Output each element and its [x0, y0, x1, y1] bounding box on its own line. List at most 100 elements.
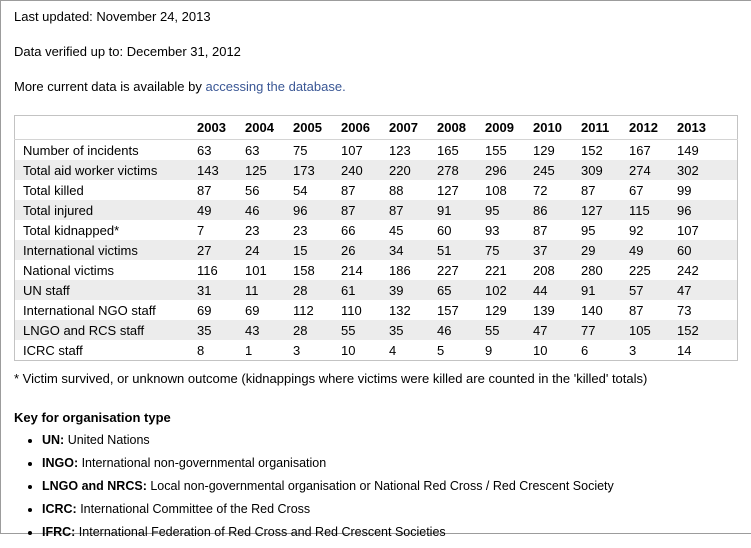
- key-list: UN: United Nations INGO: International no…: [14, 434, 739, 539]
- last-updated-text: Last updated: November 24, 2013: [14, 9, 211, 24]
- value-cell: 55: [341, 322, 356, 338]
- key-item: ICRC: International Committee of the Red…: [42, 503, 739, 516]
- value-cell: 23: [293, 222, 308, 238]
- table-header-row: 2003 2004 2005 2006 2007 2008 2009 2010 2011 2012…: [14, 115, 738, 140]
- value-cell: 152: [581, 142, 603, 158]
- table-row: Total killed 87 56 54 87 88 127 108 72 87 67 99: [15, 180, 738, 200]
- key-item: INGO: International non-governmental org…: [42, 457, 739, 470]
- value-cell: 47: [533, 322, 548, 338]
- value-cell: 96: [677, 202, 692, 218]
- row-label-cell: Total kidnapped*: [23, 222, 120, 238]
- table-row: International victims 27 24 15 26 34 51 75 37 29 4…: [14, 240, 738, 260]
- value-cell: 72: [533, 182, 548, 198]
- value-cell: 31: [197, 282, 212, 298]
- value-cell: 8: [197, 342, 205, 358]
- page-content: Last updated: November 24, 2013 Data ver…: [0, 0, 751, 534]
- value-cell: 46: [437, 322, 452, 338]
- value-cell: 35: [197, 322, 212, 338]
- value-cell: 7: [197, 222, 205, 238]
- value-cell: 125: [245, 162, 267, 178]
- value-cell: 6: [581, 342, 589, 358]
- value-cell: 15: [293, 242, 308, 258]
- table-row: Total injured 49 46 96 87 87 91 95 86 127 115 96: [14, 200, 738, 220]
- value-cell: 87: [629, 302, 644, 318]
- value-cell: 26: [341, 242, 356, 258]
- table-row: Total kidnapped* 7 23 23 66 45 60 93 87 95 92 107: [15, 220, 738, 240]
- more-data-prefix-text: More current data is available by: [14, 79, 206, 94]
- table-row: Total aid worker victims 143 125 173 240 220 2…: [14, 160, 738, 180]
- row-label-cell: Total aid worker victims: [23, 162, 158, 178]
- year-header-cell: 2013: [677, 115, 738, 140]
- value-cell: 86: [533, 202, 548, 218]
- verified-up-to-text: Data verified up to: December 31, 2012: [14, 44, 241, 59]
- value-cell: 1: [245, 342, 253, 358]
- row-label-cell: Total killed: [23, 182, 84, 198]
- value-cell: 302: [677, 162, 699, 178]
- value-cell: 127: [581, 202, 603, 218]
- value-cell: 208: [533, 262, 555, 278]
- year-header-cell: 2010: [533, 115, 581, 140]
- year-header-cell: 2007: [389, 115, 437, 140]
- table-row: LNGO and RCS staff 35 43 28 55 35 46 55 47 77 105 1…: [14, 320, 738, 340]
- value-cell: 152: [677, 322, 699, 338]
- value-cell: 27: [197, 242, 212, 258]
- value-cell: 29: [581, 242, 596, 258]
- key-term: ICRC:: [42, 502, 77, 516]
- year-header-cell: 2004: [245, 115, 293, 140]
- value-cell: 54: [293, 182, 308, 198]
- value-cell: 28: [293, 322, 308, 338]
- value-cell: 9: [485, 342, 493, 358]
- value-cell: 220: [389, 162, 411, 178]
- value-cell: 95: [485, 202, 500, 218]
- value-cell: 69: [197, 302, 212, 318]
- value-cell: 61: [341, 282, 356, 298]
- value-cell: 45: [389, 222, 404, 238]
- value-cell: 96: [293, 202, 308, 218]
- value-cell: 60: [677, 242, 692, 258]
- value-cell: 4: [389, 342, 397, 358]
- row-label-cell: UN staff: [23, 282, 70, 298]
- row-label-cell: Number of incidents: [23, 142, 139, 158]
- access-database-link[interactable]: accessing the database.: [205, 79, 346, 94]
- value-cell: 44: [533, 282, 548, 298]
- value-cell: 23: [245, 222, 260, 238]
- value-cell: 127: [437, 182, 459, 198]
- value-cell: 132: [389, 302, 411, 318]
- value-cell: 87: [533, 222, 548, 238]
- value-cell: 155: [485, 142, 507, 158]
- value-cell: 63: [197, 142, 212, 158]
- value-cell: 245: [533, 162, 555, 178]
- table-row: National victims 116 101 158 214 186 227 221 208…: [15, 260, 738, 280]
- aid-worker-stats-table: 2003 2004 2005 2006 2007 2008 2009 2010 2011 2012…: [14, 115, 738, 361]
- value-cell: 115: [629, 202, 650, 218]
- value-cell: 221: [485, 262, 507, 278]
- value-cell: 87: [341, 202, 356, 218]
- value-cell: 34: [389, 242, 404, 258]
- value-cell: 63: [245, 142, 260, 158]
- value-cell: 5: [437, 342, 445, 358]
- table-row: Number of incidents 63 63 75 107 123 165 155 129…: [15, 140, 738, 161]
- value-cell: 214: [341, 262, 363, 278]
- value-cell: 49: [629, 242, 644, 258]
- year-header-cell: 2003: [197, 115, 245, 140]
- value-cell: 10: [341, 342, 356, 358]
- value-cell: 105: [629, 322, 651, 338]
- row-label-cell: International victims: [23, 242, 138, 258]
- value-cell: 51: [437, 242, 452, 258]
- table-body: Number of incidents 63 63 75 107 123 165 155 129…: [14, 140, 738, 361]
- row-label-cell: ICRC staff: [23, 342, 83, 358]
- key-term: LNGO and NRCS:: [42, 479, 147, 493]
- key-heading: Key for organisation type: [14, 410, 171, 425]
- value-cell: 143: [197, 162, 219, 178]
- year-header-cell: 2012: [629, 115, 677, 140]
- value-cell: 87: [581, 182, 596, 198]
- value-cell: 225: [629, 262, 651, 278]
- value-cell: 37: [533, 242, 548, 258]
- value-cell: 39: [389, 282, 404, 298]
- value-cell: 274: [629, 162, 651, 178]
- value-cell: 88: [389, 182, 404, 198]
- value-cell: 75: [485, 242, 500, 258]
- row-label-cell: Total injured: [23, 202, 94, 218]
- value-cell: 95: [581, 222, 596, 238]
- key-item: UN: United Nations: [42, 434, 739, 447]
